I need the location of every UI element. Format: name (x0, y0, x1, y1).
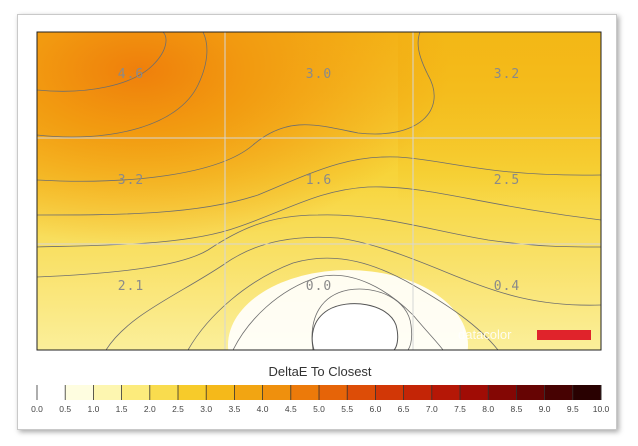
colorbar-title: DeltaE To Closest (268, 364, 371, 379)
colorbar-swatch-10 (319, 385, 348, 400)
colorbar-swatch-9 (290, 385, 320, 400)
colorbar-tick-label-4: 2.0 (144, 404, 156, 414)
heatmap-frame: 4.6 3.0 3.2 3.2 1.6 2.5 2.1 0.0 0.4 datacolor De… (17, 14, 617, 430)
colorbar-swatch-12 (375, 385, 405, 400)
colorbar (37, 385, 602, 400)
colorbar-swatch-17 (516, 385, 546, 400)
colorbar-swatch-15 (460, 385, 489, 400)
colorbar-tick-label-19: 9.5 (567, 404, 579, 414)
colorbar-swatch-1 (65, 385, 94, 400)
colorbar-swatch-18 (544, 385, 574, 400)
colorbar-swatch-13 (403, 385, 433, 400)
colorbar-tick-label-7: 3.5 (228, 404, 240, 414)
cell-value-r0-c1: 3.0 (306, 67, 332, 82)
cell-value-r2-c2: 0.4 (494, 279, 520, 294)
colorbar-tick-label-8: 4.0 (257, 404, 269, 414)
datacolor-marker-bar (537, 330, 591, 340)
colorbar-tick-label-20: 10.0 (593, 404, 610, 414)
colorbar-swatch-2 (93, 385, 123, 400)
plot-border (36, 31, 602, 351)
cell-value-r1-c2: 2.5 (494, 173, 520, 188)
colorbar-tick-label-15: 7.5 (454, 404, 466, 414)
colorbar-swatch-5 (178, 385, 207, 400)
grid-lines (37, 32, 601, 350)
colorbar-swatch-6 (206, 385, 235, 400)
colorbar-swatch-16 (488, 385, 517, 400)
cell-value-r0-c0: 4.6 (118, 67, 144, 82)
heatmap-surface: 4.6 3.0 3.2 3.2 1.6 2.5 2.1 0.0 0.4 datacolor (37, 32, 601, 350)
colorbar-tick-label-1: 0.5 (59, 404, 71, 414)
cell-value-r1-c0: 3.2 (118, 173, 144, 188)
colorbar-swatch-3 (121, 385, 151, 400)
colorbar-tick-labels: 0.0 0.5 1.0 1.5 2.0 2.5 3.0 3.5 4.0 4.5 5.0 5.5 6.0 6… (31, 385, 610, 414)
colorbar-tick-label-6: 3.0 (200, 404, 212, 414)
colorbar-tick-label-10: 5.0 (313, 404, 325, 414)
colorbar-swatch-11 (347, 385, 376, 400)
cell-value-r0-c2: 3.2 (494, 67, 520, 82)
colorbar-swatch-4 (149, 385, 179, 400)
cell-value-r2-c1: 0.0 (306, 279, 332, 294)
colorbar-tick-label-0: 0.0 (31, 404, 43, 414)
cell-value-r2-c0: 2.1 (118, 279, 144, 294)
colorbar-tick-label-2: 1.0 (87, 404, 99, 414)
colorbar-tick-label-18: 9.0 (539, 404, 551, 414)
cell-value-labels: 4.6 3.0 3.2 3.2 1.6 2.5 2.1 0.0 0.4 (118, 67, 520, 294)
colorbar-swatch-8 (262, 385, 292, 400)
contour-lines (37, 32, 601, 350)
heatmap-chart: 4.6 3.0 3.2 3.2 1.6 2.5 2.1 0.0 0.4 datacolor De… (31, 31, 610, 414)
colorbar-tick-label-3: 1.5 (116, 404, 128, 414)
colorbar-tick-label-11: 5.5 (341, 404, 353, 414)
colorbar-tick-label-5: 2.5 (172, 404, 184, 414)
colorbar-swatch-19 (572, 385, 602, 400)
colorbar-swatch-14 (431, 385, 461, 400)
colorbar-swatch-7 (234, 385, 264, 400)
colorbar-tick-label-12: 6.0 (369, 404, 381, 414)
colorbar-tick-label-17: 8.5 (510, 404, 522, 414)
colorbar-tick-label-13: 6.5 (398, 404, 410, 414)
colorbar-tick-label-14: 7.0 (426, 404, 438, 414)
cell-value-r1-c1: 1.6 (306, 173, 332, 188)
colorbar-tick-label-16: 8.0 (482, 404, 494, 414)
colorbar-swatch-0 (37, 385, 66, 400)
datacolor-watermark: datacolor (458, 327, 512, 342)
colorbar-tick-label-9: 4.5 (285, 404, 297, 414)
